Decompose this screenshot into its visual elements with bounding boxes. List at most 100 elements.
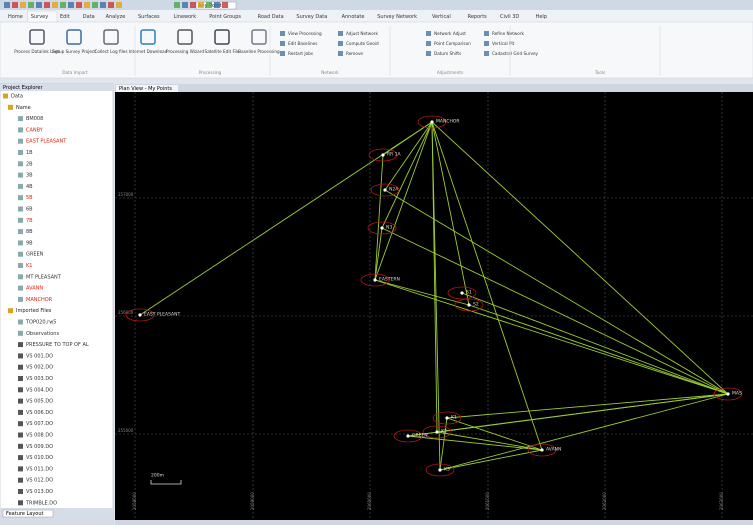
ribbon-button-icon[interactable] [214,29,230,45]
small-button-label[interactable]: Remove [346,51,363,56]
quick-icon[interactable] [68,2,74,8]
ribbon-button-icon[interactable] [66,29,82,45]
baseline[interactable] [374,279,729,395]
ribbon-button-icon[interactable] [251,29,267,45]
quick-icon[interactable] [174,2,180,8]
tree-item[interactable]: MANCHOR [26,297,53,303]
baseline[interactable] [407,435,543,451]
station[interactable] [445,416,449,420]
quick-icon[interactable] [4,2,10,8]
ribbon-tab[interactable]: Survey Network [377,14,417,20]
tree-item[interactable]: EAST PLEASANT [26,139,67,145]
small-icon[interactable] [338,41,343,46]
baseline[interactable] [439,417,448,471]
ribbon-tab[interactable]: Road Data [258,14,284,20]
small-button-label[interactable]: Compute Geoid [346,41,379,46]
tree-item[interactable]: VS 011.DO [26,466,53,472]
ribbon-button-icon[interactable] [177,29,193,45]
quick-icon[interactable] [44,2,50,8]
station[interactable] [406,434,410,438]
small-button-label[interactable]: Restart Jobs [288,51,313,56]
tree-item[interactable]: VS 003.DO [26,376,53,382]
ribbon-tab[interactable]: Surfaces [138,14,160,20]
baseline[interactable] [374,279,470,306]
baseline[interactable] [439,449,543,471]
ribbon-button-icon[interactable] [140,29,156,45]
small-button-label[interactable]: Point Comparison [434,41,471,46]
tree-item[interactable]: BM008 [26,116,43,122]
quick-icon[interactable] [28,2,34,8]
ribbon-button-label[interactable]: Process Datalink Logs [14,49,60,54]
tree-item[interactable]: VS 009.DO [26,444,53,450]
ribbon-button-icon[interactable] [29,29,45,45]
small-button-label[interactable]: Vertical Pit [492,41,515,46]
baseline[interactable] [374,227,383,281]
small-button-label[interactable]: Edit Baselines [288,41,317,46]
baseline[interactable] [384,189,729,395]
tree-item[interactable]: CANBY [26,127,44,133]
station[interactable] [467,303,471,307]
tree-item[interactable]: TOP020.rw5 [25,320,56,326]
small-icon[interactable] [426,31,431,36]
quick-icon[interactable] [190,2,196,8]
doc-tab[interactable] [116,85,178,92]
tree-item[interactable]: 7B [26,218,33,224]
station[interactable] [460,291,464,295]
tree-item[interactable]: Imported Files [16,308,52,314]
tree-item[interactable]: MT PLEASANT [26,274,62,280]
baseline[interactable] [468,304,729,395]
baseline[interactable] [384,121,433,191]
tree-item[interactable]: VS 010.DO [26,455,53,461]
ribbon-tab[interactable]: Reports [468,14,488,20]
station[interactable] [138,313,142,317]
tree-item[interactable]: VS 005.DO [26,399,53,405]
ribbon-tab[interactable]: Survey Data [296,14,327,20]
station[interactable] [373,278,377,282]
small-icon[interactable] [280,51,285,56]
ribbon-button-label[interactable]: Internet Download [129,49,168,54]
ribbon-button-label[interactable]: Satellite Edit File [205,49,240,54]
quick-icon[interactable] [12,2,18,8]
small-icon[interactable] [338,31,343,36]
tree-item[interactable]: VS 008.DO [26,433,53,439]
quick-icon[interactable] [60,2,66,8]
quick-icon[interactable] [84,2,90,8]
baseline[interactable] [431,121,438,433]
quick-icon[interactable] [20,2,26,8]
quick-icon[interactable] [36,2,42,8]
station[interactable] [380,226,384,230]
quick-icon[interactable] [222,2,228,8]
tree-item[interactable]: VS 013.DO [26,489,53,495]
tree-item[interactable]: Data [11,94,23,100]
tree-item[interactable]: VS 002.DO [26,365,53,371]
small-icon[interactable] [338,51,343,56]
ribbon-tab[interactable]: Linework [174,14,197,20]
ribbon-button-label[interactable]: Setup Survey Project [52,49,96,54]
ribbon-tab[interactable]: Survey [31,14,48,20]
quick-icon[interactable] [76,2,82,8]
small-icon[interactable] [426,51,431,56]
baseline[interactable] [382,121,433,156]
tree-item[interactable]: VS 006.DO [26,410,53,416]
small-icon[interactable] [280,31,285,36]
small-button-label[interactable]: Adjust Network [346,31,378,36]
tree-item[interactable]: AVANN [26,286,43,292]
small-button-label[interactable]: Refine Network [492,31,525,36]
tree-item[interactable]: TRIMBLE.DO [25,500,57,506]
tree-item[interactable]: 6B [26,207,33,213]
tree-item[interactable]: 2B [26,161,33,167]
tree-item[interactable]: Name [16,105,31,111]
ribbon-button-icon[interactable] [103,29,119,45]
station[interactable] [540,448,544,452]
station[interactable] [726,392,730,396]
quick-icon[interactable] [198,2,204,8]
ribbon-tab[interactable]: Help [536,14,547,20]
small-icon[interactable] [280,41,285,46]
ribbon-tab[interactable]: Edit [60,14,70,20]
ribbon-tab[interactable]: Home [8,14,23,20]
tree-item[interactable]: K1 [26,263,32,269]
station[interactable] [430,120,434,124]
tree-item[interactable]: VS 007.DO [26,421,53,427]
tree-item[interactable]: PRESSURE TO TOP OF AL [26,342,89,348]
quick-icon[interactable] [92,2,98,8]
